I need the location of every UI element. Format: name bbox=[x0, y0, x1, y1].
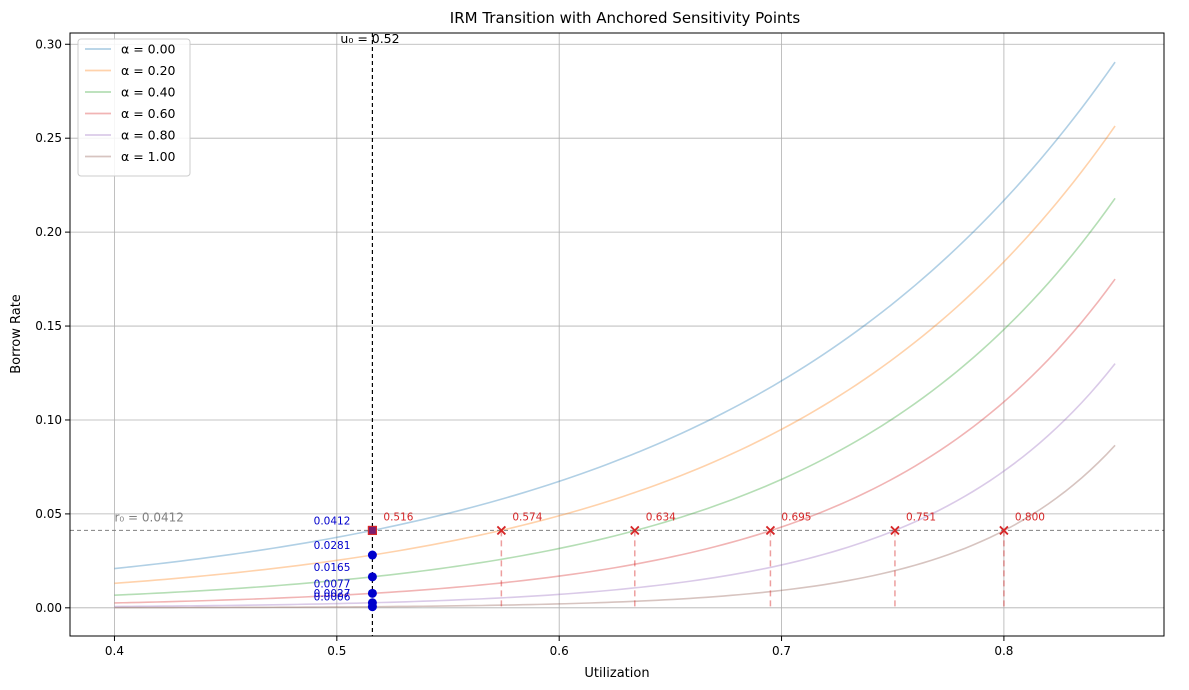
series-line-1 bbox=[114, 125, 1116, 585]
rate-label: 0.0077 bbox=[314, 578, 351, 590]
legend-label: α = 1.00 bbox=[121, 149, 176, 164]
anchor-label: 0.634 bbox=[646, 511, 676, 523]
series-layer bbox=[114, 61, 1116, 609]
u0-anchor-square bbox=[367, 525, 378, 536]
legend-label: α = 0.80 bbox=[121, 128, 176, 143]
u0-label: u₀ = 0.52 bbox=[340, 31, 399, 46]
grid-layer bbox=[70, 33, 1164, 636]
legend-label: α = 0.60 bbox=[121, 106, 176, 121]
series-line-5 bbox=[114, 444, 1116, 609]
rate-label: 0.0412 bbox=[314, 515, 351, 527]
y-tick-label: 0.05 bbox=[35, 507, 62, 521]
y-tick-label: 0.20 bbox=[35, 225, 62, 239]
x-tick-label: 0.6 bbox=[550, 644, 569, 658]
anchor-label: 0.574 bbox=[512, 511, 542, 523]
anchor-marker bbox=[630, 525, 640, 536]
rate-label: 0.0006 bbox=[314, 592, 351, 604]
x-axis-title: Utilization bbox=[584, 666, 649, 681]
x-tick-label: 0.8 bbox=[994, 644, 1013, 658]
x-tick-label: 0.5 bbox=[327, 644, 346, 658]
chart-title: IRM Transition with Anchored Sensitivity… bbox=[450, 9, 801, 27]
rate-label: 0.0027 bbox=[314, 588, 351, 600]
anchor-label: 0.695 bbox=[781, 511, 811, 523]
y-tick-label: 0.30 bbox=[35, 37, 62, 51]
reference-lines: u₀ = 0.52 r₀ = 0.0412 bbox=[70, 31, 1164, 636]
legend-label: α = 0.20 bbox=[121, 63, 176, 78]
legend-label: α = 0.00 bbox=[121, 42, 176, 57]
anchor-label: 0.516 bbox=[383, 511, 413, 523]
y-tick-label: 0.15 bbox=[35, 319, 62, 333]
rate-label: 0.0165 bbox=[314, 562, 351, 574]
rate-point bbox=[367, 588, 377, 598]
x-tick-label: 0.4 bbox=[105, 644, 124, 658]
r0-label: r₀ = 0.0412 bbox=[114, 510, 183, 524]
tick-layer: 0.4 0.5 0.6 0.7 0.8 0.00 0.05 0.10 0.15 0.20 0.25 0… bbox=[35, 37, 1013, 658]
legend: α = 0.00 α = 0.20 α = 0.40 α = 0.60 α = 0.80… bbox=[77, 38, 191, 177]
series-line-0 bbox=[114, 61, 1116, 570]
rate-point bbox=[367, 602, 377, 612]
rate-point bbox=[367, 572, 377, 582]
anchor-label: 0.800 bbox=[1015, 511, 1045, 523]
anchor-marker bbox=[890, 525, 900, 536]
markers-layer: 0.516 0.574 0.634 0.695 0.751 0.800 0.0412 0.02… bbox=[314, 511, 1045, 612]
anchor-label: 0.751 bbox=[906, 511, 936, 523]
anchor-marker bbox=[999, 525, 1009, 536]
anchor-marker bbox=[765, 525, 776, 536]
y-tick-label: 0.10 bbox=[35, 413, 62, 427]
series-line-3 bbox=[114, 278, 1116, 604]
plot-frame bbox=[69, 32, 1165, 637]
legend-label: α = 0.40 bbox=[121, 85, 176, 100]
rate-label: 0.0281 bbox=[314, 540, 351, 552]
legend-box bbox=[77, 38, 191, 177]
rate-point bbox=[367, 550, 377, 560]
y-tick-label: 0.00 bbox=[35, 601, 62, 615]
x-tick-label: 0.7 bbox=[772, 644, 791, 658]
y-tick-label: 0.25 bbox=[35, 131, 62, 145]
series-line-4 bbox=[114, 363, 1116, 608]
anchor-marker bbox=[496, 525, 507, 536]
series-line-2 bbox=[114, 197, 1116, 596]
y-axis-title: Borrow Rate bbox=[9, 294, 24, 374]
